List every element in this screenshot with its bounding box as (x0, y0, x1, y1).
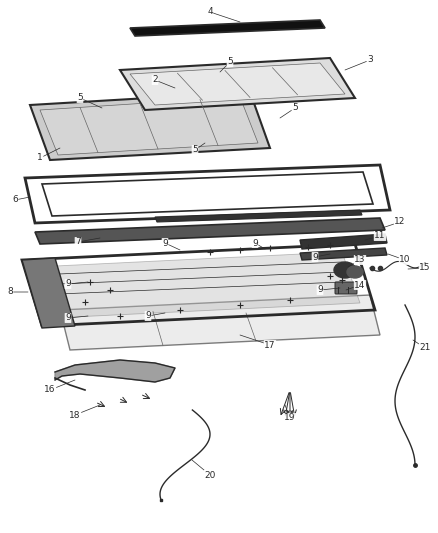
Text: 9: 9 (65, 279, 88, 288)
Polygon shape (55, 360, 175, 382)
Text: 15: 15 (408, 263, 431, 272)
Polygon shape (35, 218, 385, 244)
Text: 2: 2 (152, 76, 175, 88)
Polygon shape (130, 20, 325, 36)
Polygon shape (300, 248, 387, 260)
Polygon shape (155, 210, 362, 222)
Polygon shape (35, 252, 360, 318)
Ellipse shape (334, 262, 356, 278)
Text: 21: 21 (413, 340, 431, 352)
Text: 10: 10 (388, 254, 411, 264)
Text: 9: 9 (162, 238, 180, 250)
Text: 9: 9 (145, 311, 165, 320)
Text: 1: 1 (37, 148, 60, 163)
Text: 11: 11 (365, 231, 386, 240)
Text: 16: 16 (44, 380, 75, 394)
Text: 7: 7 (75, 238, 100, 246)
Text: 5: 5 (192, 143, 205, 155)
Text: 5: 5 (77, 93, 102, 108)
FancyBboxPatch shape (335, 282, 357, 294)
Polygon shape (60, 295, 380, 350)
Text: 14: 14 (346, 280, 366, 290)
Text: 5: 5 (280, 103, 298, 118)
Text: 5: 5 (220, 58, 233, 72)
Polygon shape (300, 234, 387, 249)
Text: 17: 17 (240, 335, 276, 350)
Text: 9: 9 (252, 238, 265, 249)
Text: 9: 9 (312, 253, 330, 262)
Ellipse shape (347, 266, 363, 278)
Text: 6: 6 (12, 196, 30, 205)
Polygon shape (130, 63, 345, 105)
Text: 4: 4 (207, 7, 240, 22)
Text: 18: 18 (69, 405, 100, 419)
Polygon shape (40, 97, 258, 155)
Text: 8: 8 (7, 287, 28, 296)
Text: 3: 3 (345, 55, 373, 70)
Text: 9: 9 (317, 286, 340, 295)
Text: 20: 20 (192, 460, 215, 480)
Text: 19: 19 (284, 405, 296, 423)
Text: 9: 9 (65, 313, 88, 322)
Polygon shape (22, 258, 75, 328)
Polygon shape (120, 58, 355, 110)
Text: 13: 13 (348, 255, 366, 267)
Text: 12: 12 (382, 217, 406, 228)
Polygon shape (30, 92, 270, 160)
